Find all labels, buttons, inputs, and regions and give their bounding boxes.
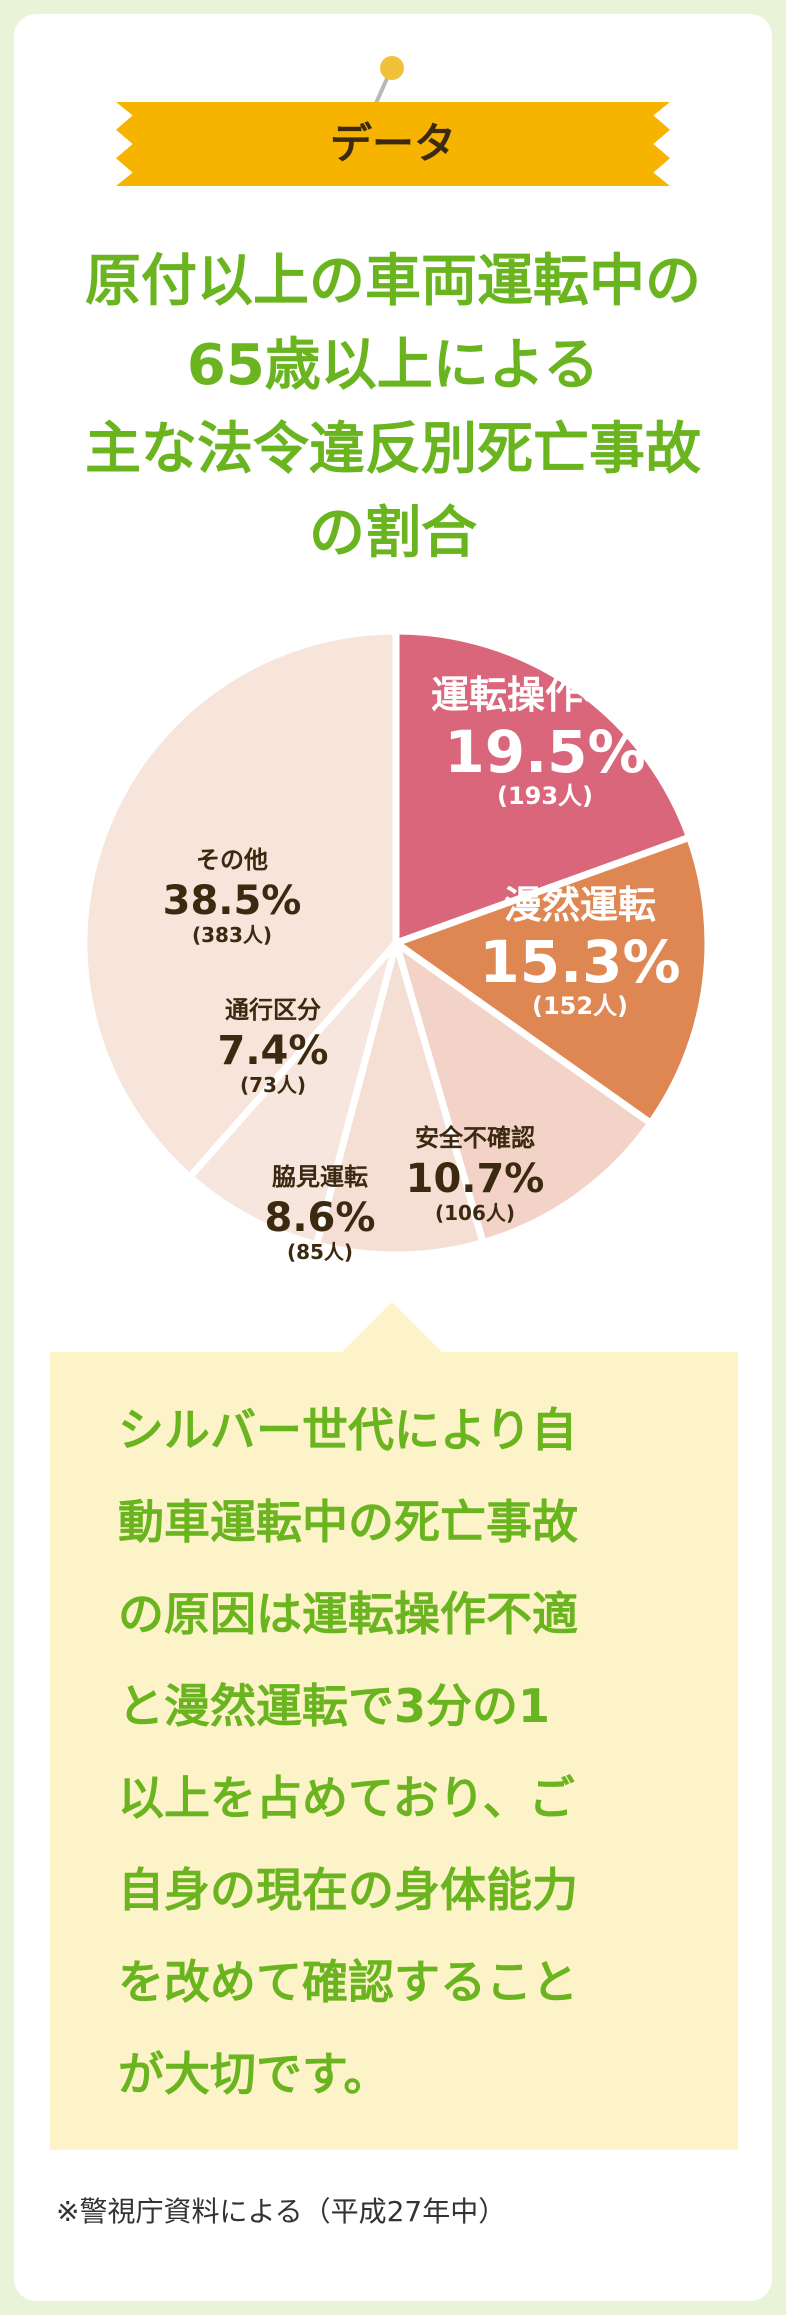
slice-label-percent: 10.7%: [406, 1156, 545, 1202]
slice-label-percent: 38.5%: [163, 878, 302, 924]
chart-title: 原付以上の車両運転中の 65歳以上による 主な法令違反別死亡事故 の割合: [20, 240, 766, 576]
callout-text: シルバー世代により自 動車運転中の死亡事故 の原因は運転操作不適 と漫然運転で3…: [118, 1384, 678, 2120]
callout-line: 以上を占めており、ご: [118, 1771, 575, 1825]
callout-line: と漫然運転で3分の1: [118, 1679, 551, 1733]
pie-slice-3: [313, 939, 487, 1259]
callout-line: の原因は運転操作不適: [118, 1587, 578, 1641]
callout-line: シルバー世代により自: [118, 1403, 578, 1457]
slice-label-count: (193人): [497, 782, 593, 810]
slice-label-count: (85人): [287, 1240, 353, 1264]
tag-ribbon: [116, 102, 670, 186]
slice-label-percent: 8.6%: [265, 1195, 376, 1241]
pie-slice-0: [392, 627, 694, 947]
slice-label-name: 運転操作不適: [431, 673, 659, 717]
source-footnote: ※警視庁資料による（平成27年中）: [56, 2195, 507, 2228]
title-line: 65歳以上による: [186, 333, 600, 398]
slice-label-name: 脇見運転: [272, 1163, 368, 1191]
callout-line: を改めて確認すること: [118, 1955, 578, 2009]
callout-line: が大切です。: [118, 2047, 390, 2101]
slice-label-count: (106人): [435, 1201, 515, 1225]
pie-slice-4: [186, 939, 400, 1249]
slice-label-name: その他: [196, 846, 268, 874]
slice-label-name: 安全不確認: [415, 1124, 535, 1152]
summary-callout: シルバー世代により自 動車運転中の死亡事故 の原因は運転操作不適 と漫然運転で3…: [50, 1352, 738, 2150]
pie-slice-2: [392, 939, 655, 1247]
slice-label-count: (73人): [240, 1073, 306, 1097]
slice-label-name: 漫然運転: [504, 883, 656, 927]
pie-slice-5: [80, 627, 400, 1181]
slice-label-count: (383人): [192, 923, 272, 947]
pin-icon: [380, 56, 404, 80]
slice-label-name: 通行区分: [225, 996, 321, 1024]
title-line: の割合: [309, 501, 477, 566]
callout-line: 動車運転中の死亡事故: [118, 1495, 578, 1549]
title-line: 主な法令違反別死亡事故: [85, 417, 701, 482]
slice-label-percent: 19.5%: [444, 718, 645, 786]
slice-label-count: (152人): [532, 992, 628, 1020]
callout-pointer: [340, 1302, 444, 1354]
callout-line: 自身の現在の身体能力: [118, 1863, 578, 1917]
slice-label-percent: 15.3%: [479, 928, 680, 996]
pie-slices: [80, 627, 712, 1259]
tag-label: データ: [329, 119, 456, 168]
title-line: 原付以上の車両運転中の: [85, 249, 701, 314]
slice-label-percent: 7.4%: [218, 1028, 329, 1074]
pie-slice-1: [392, 833, 712, 1127]
